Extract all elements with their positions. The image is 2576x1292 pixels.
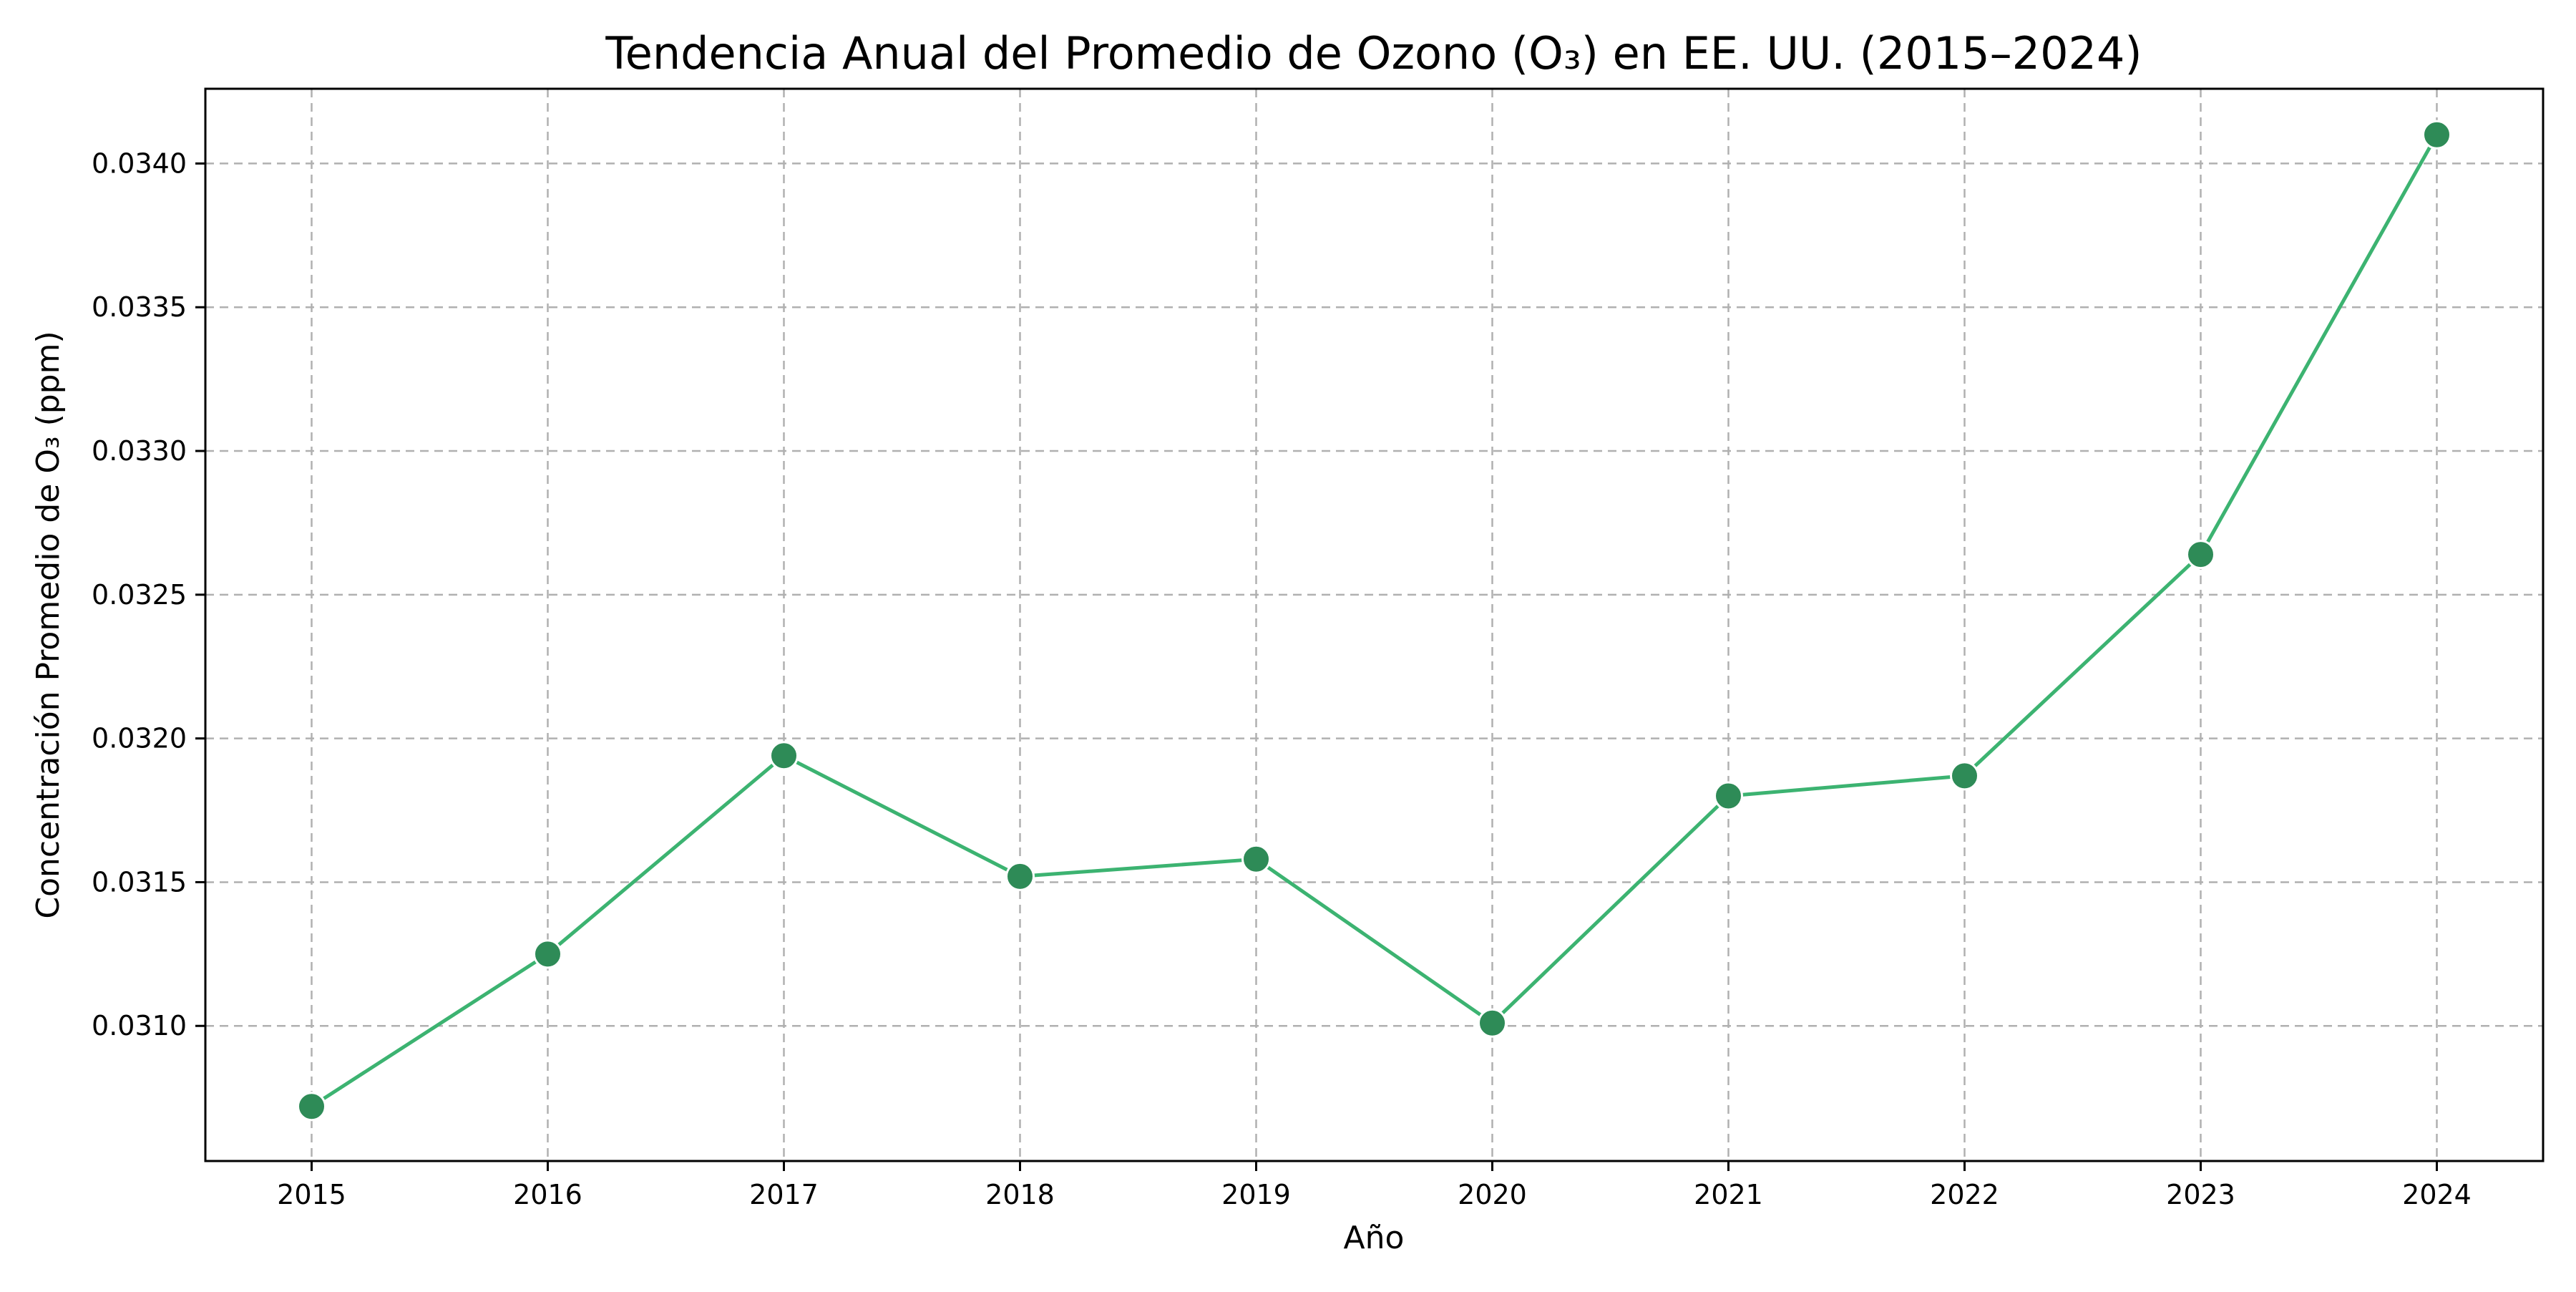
- data-point: [1714, 781, 1743, 811]
- y-axis-label: Concentración Promedio de O₃ (ppm): [30, 331, 67, 918]
- data-point: [1950, 761, 1979, 791]
- y-tick-label: 0.0310: [92, 1010, 187, 1041]
- chart-title: Tendencia Anual del Promedio de Ozono (O…: [605, 27, 2142, 79]
- plot-frame: [204, 87, 2545, 1162]
- series-line: [311, 134, 2439, 1108]
- y-tick-label: 0.0335: [92, 291, 187, 323]
- y-tick-label: 0.0340: [92, 147, 187, 179]
- x-tick-label: 2018: [985, 1179, 1055, 1210]
- y-tick-label: 0.0325: [92, 579, 187, 611]
- data-point: [297, 1092, 326, 1122]
- grid-lines: [205, 89, 2543, 1161]
- y-tick-label: 0.0330: [92, 435, 187, 467]
- x-tick-label: 2023: [2166, 1179, 2235, 1210]
- data-point: [1478, 1008, 1507, 1038]
- x-axis-label: Año: [1344, 1220, 1405, 1256]
- data-point: [1241, 844, 1271, 874]
- x-tick-label: 2017: [749, 1179, 819, 1210]
- y-tick-label: 0.0315: [92, 866, 187, 898]
- series-layer: [297, 120, 2451, 1122]
- data-point: [1005, 861, 1035, 891]
- x-tick-label: 2022: [1930, 1179, 1999, 1210]
- y-tick-label: 0.0320: [92, 723, 187, 754]
- x-axis: 2015 2016 2017 2018 2019 2020 2021 2022 2023 2024: [277, 1161, 2472, 1210]
- x-tick-label: 2020: [1458, 1179, 1527, 1210]
- x-tick-label: 2024: [2402, 1179, 2472, 1210]
- data-point: [2186, 540, 2215, 570]
- x-tick-label: 2015: [277, 1179, 346, 1210]
- x-tick-label: 2019: [1221, 1179, 1291, 1210]
- data-point: [769, 741, 799, 771]
- x-tick-label: 2021: [1694, 1179, 1763, 1210]
- data-point: [2422, 120, 2451, 150]
- y-axis: 0.0310 0.0315 0.0320 0.0325 0.0330 0.0335 0.03…: [92, 147, 205, 1041]
- x-tick-label: 2016: [513, 1179, 582, 1210]
- data-point: [533, 939, 562, 969]
